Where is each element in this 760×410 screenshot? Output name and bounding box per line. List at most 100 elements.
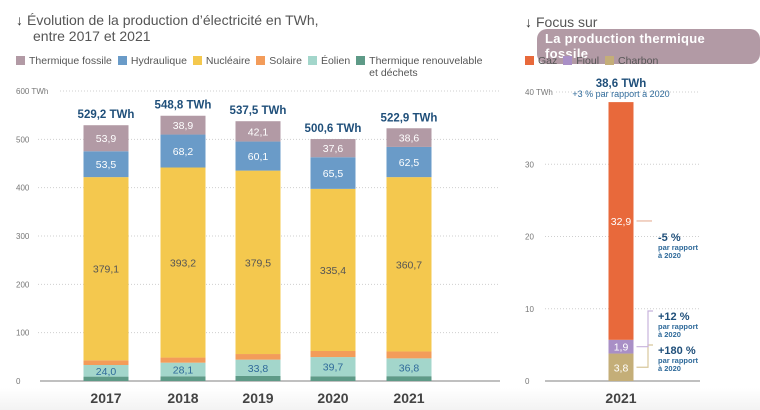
change-subtext: par rapport — [658, 322, 699, 331]
bar-segment-solaire-2019 — [235, 354, 281, 360]
data-label: 38,6 — [399, 133, 420, 145]
data-label: 360,7 — [396, 259, 422, 271]
legend-item-solaire: Solaire — [256, 55, 302, 67]
x-tick-label: 2018 — [167, 390, 198, 406]
legend-label: Hydraulique — [130, 55, 187, 67]
legend-label: Nucléaire — [205, 55, 251, 67]
legend-label: Thermique renouvelable et déchets — [369, 55, 483, 79]
legend-item-fioul: Fioul — [563, 55, 599, 67]
legend-label: Fioul — [576, 55, 600, 67]
x-tick-label: 2019 — [242, 390, 273, 406]
y-tick-label: 300 — [16, 232, 30, 241]
legend-item-thermique-fossile: Thermique fossile — [16, 55, 112, 67]
total-label: 537,5 TWh — [230, 105, 287, 117]
bar-segment-charbon-2021 — [608, 353, 634, 381]
total-label: 522,9 TWh — [381, 112, 438, 124]
total-label: 529,2 TWh — [78, 109, 135, 121]
bar-segment-solaire-2021 — [386, 351, 432, 359]
data-label: 53,5 — [96, 159, 117, 171]
data-label: 393,2 — [170, 258, 196, 270]
change-percent: -5 % — [658, 232, 681, 244]
bar-segment-fioul-2021 — [608, 339, 634, 354]
data-label: 3,8 — [614, 362, 629, 374]
bar-segment-thermique-fossile-2021 — [386, 128, 432, 147]
legend-swatch — [563, 56, 573, 65]
data-label: 379,5 — [245, 257, 271, 269]
data-label: 33,8 — [248, 363, 269, 375]
bar-segment-hydraulique-2018 — [160, 134, 206, 168]
y-tick-label: 20 — [525, 233, 534, 242]
legend-swatch — [605, 56, 615, 65]
total-label: 548,8 TWh — [155, 100, 212, 112]
change-subtext: à 2020 — [658, 330, 681, 339]
bar-segment-eolien-2021 — [386, 358, 432, 377]
legend-label: Gaz — [538, 55, 558, 67]
legend-item-thermique-renouvelable: Thermique renouvelable et déchets — [356, 55, 482, 79]
legend-item-nucleaire: Nucléaire — [192, 55, 251, 67]
legend-label: Thermique fossile — [29, 55, 112, 67]
legend-swatch — [525, 56, 534, 65]
title-line-2: entre 2017 et 2021 — [33, 28, 151, 44]
bar-segment-nucleaire-2018 — [160, 167, 206, 358]
legend-label: Éolien — [320, 55, 351, 67]
focus-label: Focus sur — [536, 14, 598, 30]
title-line-1: Évolution de la production d’électricité… — [27, 12, 319, 28]
total-label: 500,6 TWh — [305, 123, 362, 135]
change-subtext: par rapport — [658, 243, 699, 252]
data-label: 24,0 — [96, 366, 117, 378]
bar-segment-solaire-2018 — [160, 357, 206, 363]
change-percent: +180 % — [658, 345, 696, 357]
data-label: 36,8 — [399, 362, 420, 374]
y-tick-label: 100 — [16, 329, 30, 338]
legend-swatch — [16, 56, 25, 65]
bar-segment-gaz-2021 — [608, 102, 634, 340]
data-label: 42,1 — [248, 126, 269, 138]
bar-segment-solaire-2017 — [83, 360, 129, 366]
legend-item-charbon: Charbon — [605, 55, 658, 67]
bar-segment-thermique-fossile-2017 — [83, 125, 129, 152]
data-label: 60,1 — [248, 151, 269, 163]
y-tick-label: 0 — [525, 377, 530, 386]
bar-segment-nucleaire-2017 — [83, 177, 129, 361]
x-tick-label: 2021 — [605, 390, 636, 406]
legend-label: Solaire — [269, 55, 302, 67]
legend-swatch — [307, 56, 317, 65]
legend-item-eolien: Éolien — [307, 55, 351, 67]
y-tick-label: 40 TWh — [525, 88, 553, 97]
data-label: 53,9 — [96, 133, 117, 145]
bar-segment-hydraulique-2019 — [235, 141, 281, 171]
change-subtext: par rapport — [658, 356, 699, 365]
total-label: 38,6 TWh — [596, 78, 646, 90]
bar-segment-hydraulique-2021 — [386, 146, 432, 178]
y-tick-label: 200 — [16, 280, 30, 289]
bar-segment-thermique-renouvelable-2017 — [83, 376, 129, 381]
data-label: 38,9 — [173, 120, 194, 132]
legend-swatch — [256, 56, 266, 65]
down-arrow-icon: ↓ — [525, 14, 532, 30]
bar-segment-eolien-2017 — [83, 365, 129, 377]
left-chart-title: ↓ Évolution de la production d’électricit… — [16, 12, 319, 44]
bar-segment-solaire-2020 — [310, 350, 356, 358]
y-tick-label: 400 — [16, 184, 30, 193]
data-label: 1,9 — [614, 342, 629, 354]
bar-segment-thermique-renouvelable-2020 — [310, 376, 356, 381]
legend-item-hydraulique: Hydraulique — [117, 55, 187, 67]
bar-segment-nucleaire-2020 — [310, 188, 356, 351]
change-subtext: à 2020 — [658, 251, 681, 260]
legend-label: Charbon — [618, 55, 659, 67]
y-tick-label: 30 — [525, 160, 534, 169]
data-label: 65,5 — [323, 168, 344, 180]
legend-swatch — [117, 56, 127, 65]
bar-segment-nucleaire-2021 — [386, 177, 432, 352]
y-tick-label: 500 — [16, 135, 30, 144]
data-label: 68,2 — [173, 146, 194, 158]
left-legend: Thermique fossile Hydraulique Nucléaire Sol… — [16, 55, 488, 79]
data-label: 39,7 — [323, 362, 344, 374]
annotation-connector — [636, 310, 653, 348]
right-legend: Gaz Fioul Charbon — [525, 55, 664, 67]
change-subtext: à 2020 — [658, 364, 681, 373]
bar-segment-eolien-2018 — [160, 362, 206, 377]
change-percent: +12 % — [658, 311, 690, 323]
bar-segment-eolien-2019 — [235, 359, 281, 376]
bar-segment-nucleaire-2019 — [235, 170, 281, 355]
